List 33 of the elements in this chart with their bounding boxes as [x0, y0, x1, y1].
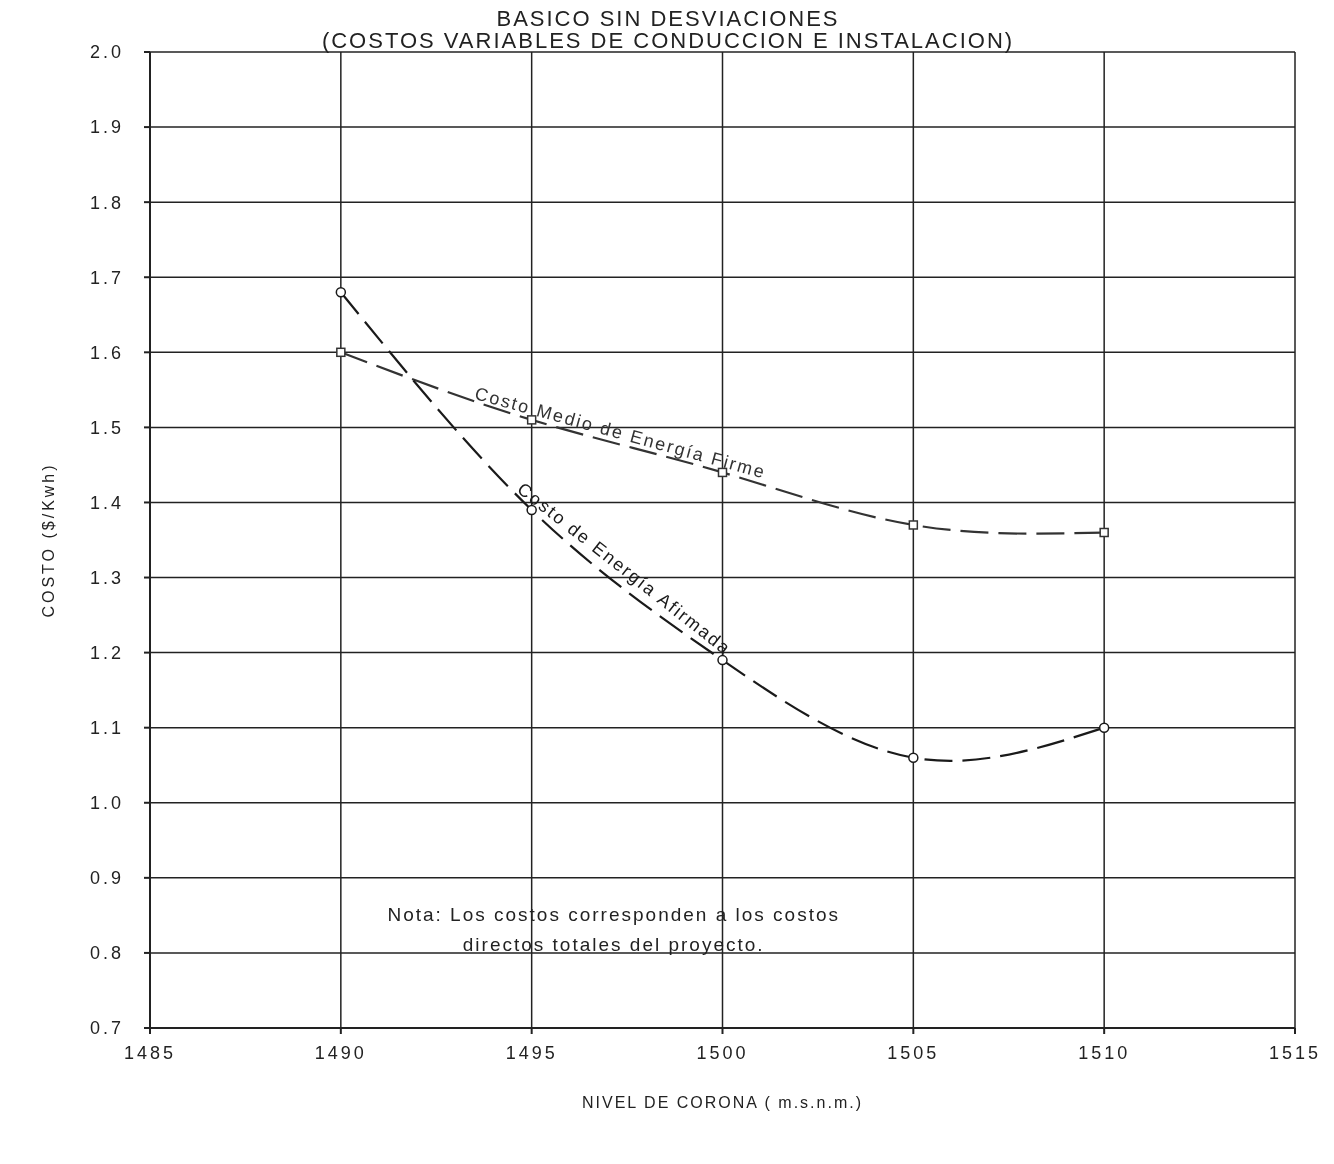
y-tick-label: 1.2 [89, 643, 124, 664]
y-tick-label: 1.1 [89, 718, 124, 739]
y-tick-label: 0.8 [89, 943, 124, 964]
chart-subtitle: (COSTOS VARIABLES DE CONDUCCION E INSTALACION) [321, 28, 1015, 53]
x-tick-label: 1495 [505, 1042, 558, 1063]
point [1099, 527, 1109, 538]
x-tick-label: 1510 [1078, 1042, 1131, 1063]
x-tick-label: 1500 [696, 1042, 749, 1063]
y-tick-label: 2.0 [89, 42, 124, 63]
point [526, 415, 537, 425]
y-axis-title: COSTO ($/Kwh) [39, 462, 57, 618]
point [908, 752, 919, 763]
y-tick-label: 0.7 [89, 1018, 124, 1039]
x-tick-label: 1505 [887, 1042, 940, 1063]
point [1098, 722, 1110, 733]
x-axis-title: NIVEL DE CORONA ( m.s.n.m.) [582, 1094, 863, 1111]
y-tick-label: 1.9 [89, 117, 124, 138]
x-tick-label: 1485 [123, 1042, 177, 1063]
point [717, 654, 728, 666]
point [336, 347, 346, 358]
y-tick-label: 1.7 [89, 267, 124, 288]
x-tick-label: 1490 [314, 1042, 367, 1063]
y-tick-label: 0.9 [89, 868, 124, 889]
y-tick-label: 1.8 [89, 192, 124, 213]
point [335, 287, 347, 298]
y-tick-label: 1.4 [89, 492, 124, 513]
point [908, 520, 919, 530]
y-tick-label: 1.0 [89, 793, 124, 814]
chart-title: BASICO SIN DESVIACIONES [495, 6, 841, 31]
x-tick-label: 1515 [1268, 1042, 1322, 1063]
y-tick-label: 1.6 [89, 342, 124, 363]
y-tick-label: 1.5 [89, 417, 124, 438]
y-tick-label: 1.3 [89, 567, 124, 588]
